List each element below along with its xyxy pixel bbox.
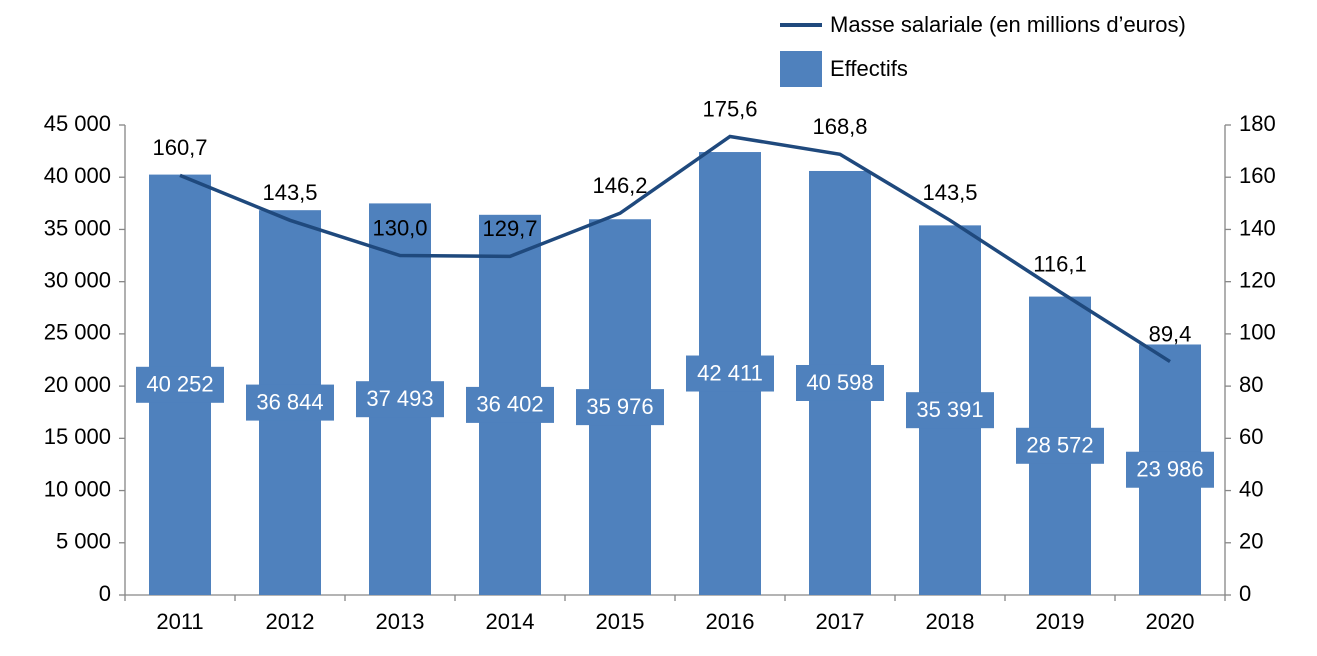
line-label: 116,1 <box>1033 252 1086 277</box>
bar-label-box <box>1016 427 1104 464</box>
y2-tick-label: 140 <box>1239 215 1276 240</box>
line-label: 130,0 <box>372 215 427 240</box>
x-tick-label: 2015 <box>596 609 645 634</box>
bar-label: 28 572 <box>1026 433 1093 458</box>
line <box>179 134 1171 364</box>
bar-label: 36 402 <box>476 392 543 417</box>
bar-label-box <box>136 366 224 403</box>
legend-label: Effectifs <box>830 56 908 81</box>
bar-label: 23 986 <box>1136 457 1203 482</box>
y2-tick-label: 0 <box>1239 581 1251 606</box>
line-label: 89,4 <box>1149 321 1192 346</box>
line-label: 146,2 <box>592 173 647 198</box>
line-label: 129,7 <box>482 216 537 241</box>
y-tick-label: 5 000 <box>56 529 111 554</box>
line-label: 160,7 <box>152 135 207 160</box>
bar-label-box <box>906 392 994 429</box>
legend-label: Masse salariale (en millions d’euros) <box>830 12 1186 37</box>
y-tick-label: 40 000 <box>44 163 111 188</box>
line-label: 143,5 <box>922 180 977 205</box>
line-label: 175,6 <box>702 96 757 121</box>
bar-label-box <box>1126 451 1214 488</box>
y-tick-label: 0 <box>99 581 111 606</box>
y-tick-label: 15 000 <box>44 424 111 449</box>
bar-label: 40 598 <box>806 370 873 395</box>
x-tick-label: 2014 <box>486 609 535 634</box>
bar-label-box <box>356 381 444 418</box>
y2-tick-label: 100 <box>1239 320 1276 345</box>
line-label: 143,5 <box>262 180 317 205</box>
x-tick-label: 2013 <box>376 609 425 634</box>
x-tick-label: 2011 <box>156 609 203 634</box>
y2-tick-label: 120 <box>1239 267 1276 292</box>
y-tick-label: 45 000 <box>44 111 111 136</box>
bar-label: 42 411 <box>697 360 763 385</box>
y-tick-label: 30 000 <box>44 267 111 292</box>
x-tick-label: 2018 <box>926 609 975 634</box>
x-tick-label: 2012 <box>266 609 315 634</box>
bar-label-box <box>246 384 334 421</box>
y2-tick-label: 60 <box>1239 424 1263 449</box>
bar-label: 35 391 <box>916 397 983 422</box>
line-label: 168,8 <box>812 114 867 139</box>
y2-tick-label: 20 <box>1239 529 1263 554</box>
x-tick-label: 2017 <box>816 609 865 634</box>
bar-label: 36 844 <box>256 389 323 414</box>
bar-label-box <box>796 364 884 401</box>
y2-tick-label: 80 <box>1239 372 1263 397</box>
y-tick-label: 10 000 <box>44 476 111 501</box>
x-tick-label: 2019 <box>1036 609 1085 634</box>
bar-label-box <box>576 389 664 426</box>
bar-label: 35 976 <box>586 394 653 419</box>
y-tick-label: 20 000 <box>44 372 111 397</box>
bar-label: 37 493 <box>366 386 433 411</box>
y-tick-label: 35 000 <box>44 215 111 240</box>
legend-swatch <box>780 51 822 87</box>
bar-label: 40 252 <box>146 372 213 397</box>
y-tick-label: 25 000 <box>44 320 111 345</box>
y2-tick-label: 160 <box>1239 163 1276 188</box>
bar-label-box <box>466 386 554 423</box>
y2-tick-label: 40 <box>1239 476 1263 501</box>
x-tick-label: 2020 <box>1146 609 1195 634</box>
y2-tick-label: 180 <box>1239 111 1276 136</box>
bar-label-box <box>686 355 774 392</box>
x-tick-label: 2016 <box>706 609 755 634</box>
